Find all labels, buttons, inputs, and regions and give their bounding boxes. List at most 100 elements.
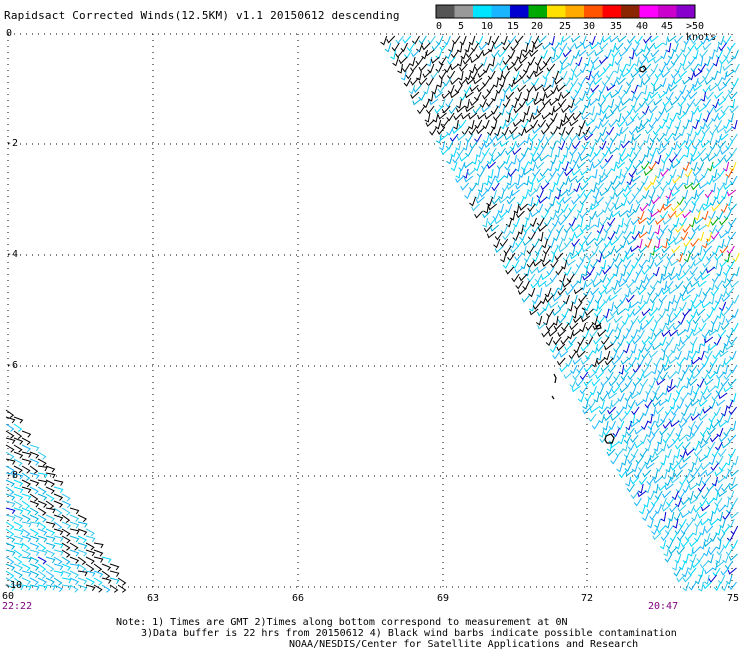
wind-barb <box>674 469 683 478</box>
wind-barb <box>725 399 734 410</box>
wind-barb <box>491 196 501 205</box>
wind-barb <box>45 514 56 523</box>
wind-barb <box>29 444 40 452</box>
wind-barb <box>671 42 679 53</box>
wind-barb <box>593 336 602 345</box>
wind-barb <box>536 217 545 227</box>
wind-barb <box>21 465 31 474</box>
wind-barb <box>101 577 112 584</box>
wind-barb <box>690 35 700 45</box>
wind-barb <box>689 280 700 288</box>
wind-barb <box>658 63 667 73</box>
wind-barb <box>595 175 602 186</box>
wind-barb <box>661 154 670 164</box>
wind-barb <box>709 196 717 207</box>
wind-barb <box>594 238 604 247</box>
wind-barb <box>632 133 642 142</box>
wind-barb <box>550 259 559 269</box>
wind-barb <box>632 364 642 374</box>
wind-barb <box>29 584 40 591</box>
wind-barb <box>700 518 710 526</box>
wind-barb <box>668 154 678 163</box>
wind-barb <box>715 224 724 234</box>
wind-barb <box>607 364 617 374</box>
wind-barb <box>651 525 659 536</box>
wind-barb <box>630 434 639 443</box>
wind-barb <box>443 77 452 87</box>
wind-barb <box>37 465 48 472</box>
wind-barb <box>476 168 485 178</box>
wind-barb <box>528 287 536 298</box>
wind-barb <box>694 574 702 585</box>
wind-barb <box>69 556 80 564</box>
wind-barb <box>621 168 629 178</box>
wind-barb <box>609 238 619 246</box>
wind-barb <box>606 448 616 457</box>
wind-barb <box>460 182 469 191</box>
wind-barb <box>717 84 728 92</box>
wind-barb <box>709 532 718 542</box>
wind-barb <box>664 406 674 416</box>
wind-barb <box>504 119 514 128</box>
wind-barb <box>692 119 699 130</box>
wind-barb <box>700 35 709 45</box>
wind-barb <box>616 350 625 360</box>
wind-barb <box>522 63 531 74</box>
wind-barb <box>645 462 655 470</box>
wind-barb <box>445 98 454 108</box>
wind-barb <box>415 70 422 81</box>
wind-barb <box>726 245 735 255</box>
wind-barb <box>642 469 652 478</box>
wind-barb <box>699 427 709 437</box>
wind-barb <box>701 329 711 339</box>
wind-barb <box>613 343 622 353</box>
wind-barb <box>625 161 634 171</box>
wind-barb <box>533 182 541 193</box>
wind-barb <box>540 126 550 135</box>
y-label-neg10: -10 <box>4 580 23 591</box>
wind-barb <box>445 49 453 60</box>
note-line-1: Note: 1) Times are GMT 2)Times along bot… <box>116 617 568 628</box>
wind-barb <box>29 479 40 487</box>
wind-barb <box>636 182 645 192</box>
wind-barb <box>625 476 632 487</box>
wind-barb <box>586 49 596 57</box>
wind-barb <box>723 238 731 249</box>
wind-barb <box>594 49 604 57</box>
wind-barb <box>701 301 711 309</box>
wind-barb <box>425 49 435 57</box>
wind-barb <box>657 147 667 156</box>
wind-barb <box>85 563 95 572</box>
wind-barb <box>583 378 593 387</box>
wind-barb <box>714 252 724 261</box>
wind-barb <box>641 280 650 290</box>
wind-barb <box>631 273 639 284</box>
wind-barb <box>465 133 474 143</box>
wind-barb <box>666 252 676 261</box>
wind-barb <box>446 154 453 165</box>
wind-barb <box>589 329 598 338</box>
wind-barb <box>440 119 449 128</box>
wind-barb <box>607 231 616 241</box>
wind-barb <box>667 49 675 60</box>
wind-barb <box>69 570 79 579</box>
wind-barb <box>554 161 562 172</box>
wind-barb <box>450 147 458 158</box>
wind-barb <box>674 210 684 218</box>
scale-frame <box>435 4 696 19</box>
wind-barb <box>509 126 518 135</box>
wind-barb <box>541 112 551 120</box>
wind-barb <box>726 273 735 283</box>
wind-barb <box>682 210 692 219</box>
wind-barb <box>550 56 560 64</box>
wind-barb <box>37 570 47 579</box>
wind-barb <box>693 98 702 107</box>
wind-barb <box>595 182 604 191</box>
wind-barb <box>45 570 55 579</box>
wind-barb <box>398 56 408 65</box>
wind-barb <box>587 371 597 379</box>
wind-barb <box>590 70 600 79</box>
wind-barb <box>582 399 589 410</box>
wind-barb <box>77 570 88 577</box>
wind-barb <box>61 542 71 551</box>
